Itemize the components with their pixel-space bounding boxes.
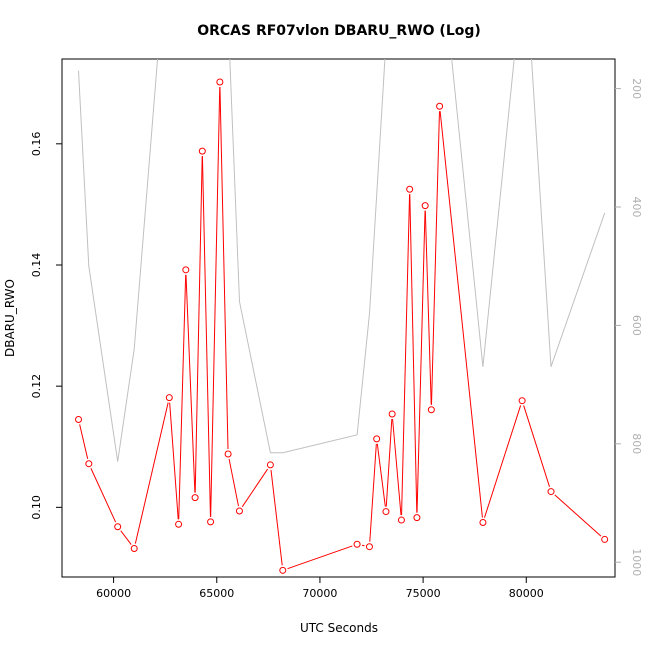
x-tick-label: 70000: [302, 587, 337, 600]
y-tick-label: 0.16: [30, 132, 43, 157]
x-tick-label: 65000: [199, 587, 234, 600]
data-point: [76, 416, 82, 422]
data-point: [383, 509, 389, 515]
x-axis-label: UTC Seconds: [300, 621, 378, 635]
red-series-segment: [402, 194, 410, 515]
data-point: [428, 407, 434, 413]
data-point: [519, 398, 525, 404]
data-point: [389, 411, 395, 417]
red-series-segment: [288, 546, 353, 569]
data-point: [176, 521, 182, 527]
data-point: [208, 519, 214, 525]
red-series-segment: [410, 194, 417, 512]
red-series-segment: [484, 405, 520, 517]
red-series-segment: [195, 156, 202, 493]
red-series-segment: [80, 424, 88, 458]
red-series-segment: [417, 211, 425, 513]
data-point: [480, 519, 486, 525]
red-series-segment: [220, 87, 228, 449]
red-series-segment: [91, 468, 116, 522]
data-point: [86, 461, 92, 467]
data-point: [115, 524, 121, 530]
red-series-segment: [271, 470, 282, 565]
red-series-segment: [170, 403, 179, 520]
data-point: [398, 517, 404, 523]
y-axis-label: DBARU_RWO: [3, 279, 17, 357]
data-point: [280, 567, 286, 573]
red-series-segment: [386, 419, 392, 507]
y-tick-label: 0.14: [30, 253, 43, 278]
data-point: [131, 546, 137, 552]
red-series-segment: [425, 211, 431, 405]
red-series-segment: [186, 275, 195, 493]
red-series-segment: [202, 156, 210, 517]
x-tick-label: 60000: [96, 587, 131, 600]
red-series-segment: [229, 459, 238, 506]
data-point: [199, 148, 205, 154]
data-point: [217, 79, 223, 85]
data-point: [548, 489, 554, 495]
data-point: [422, 203, 428, 209]
right-tick-label: 800: [630, 433, 643, 454]
data-point: [414, 515, 420, 521]
red-series-segment: [393, 419, 401, 515]
red-series-segment: [362, 545, 365, 546]
right-tick-label: 1000: [630, 548, 643, 576]
right-tick-label: 400: [630, 197, 643, 218]
red-series-segment: [135, 403, 168, 544]
red-series-segment: [555, 495, 601, 536]
plot-area: [62, 59, 615, 577]
red-series-segment: [179, 275, 186, 519]
data-point: [602, 536, 608, 542]
data-point: [236, 508, 242, 514]
x-tick-label: 80000: [509, 587, 544, 600]
red-series-segment: [242, 469, 267, 507]
red-series-segment: [524, 405, 550, 486]
data-point: [366, 544, 372, 550]
red-series-segment: [370, 444, 377, 542]
red-series-segment: [121, 531, 131, 545]
y-tick-label: 0.10: [30, 495, 43, 520]
data-point: [437, 103, 443, 109]
red-series-segment: [431, 111, 439, 405]
x-tick-label: 75000: [406, 587, 441, 600]
red-series-segment: [440, 111, 482, 517]
data-point: [374, 436, 380, 442]
red-series-segment: [211, 87, 220, 517]
data-point: [354, 541, 360, 547]
y-tick-label: 0.12: [30, 374, 43, 399]
data-point: [192, 495, 198, 501]
data-point: [267, 462, 273, 468]
right-tick-label: 200: [630, 78, 643, 99]
right-tick-label: 600: [630, 315, 643, 336]
data-point: [407, 186, 413, 192]
red-series-segment: [377, 444, 385, 507]
data-point: [225, 451, 231, 457]
gray-series-line: [79, 41, 605, 461]
data-point: [166, 395, 172, 401]
chart-title: ORCAS RF07vlon DBARU_RWO (Log): [197, 23, 481, 39]
data-point: [183, 267, 189, 273]
